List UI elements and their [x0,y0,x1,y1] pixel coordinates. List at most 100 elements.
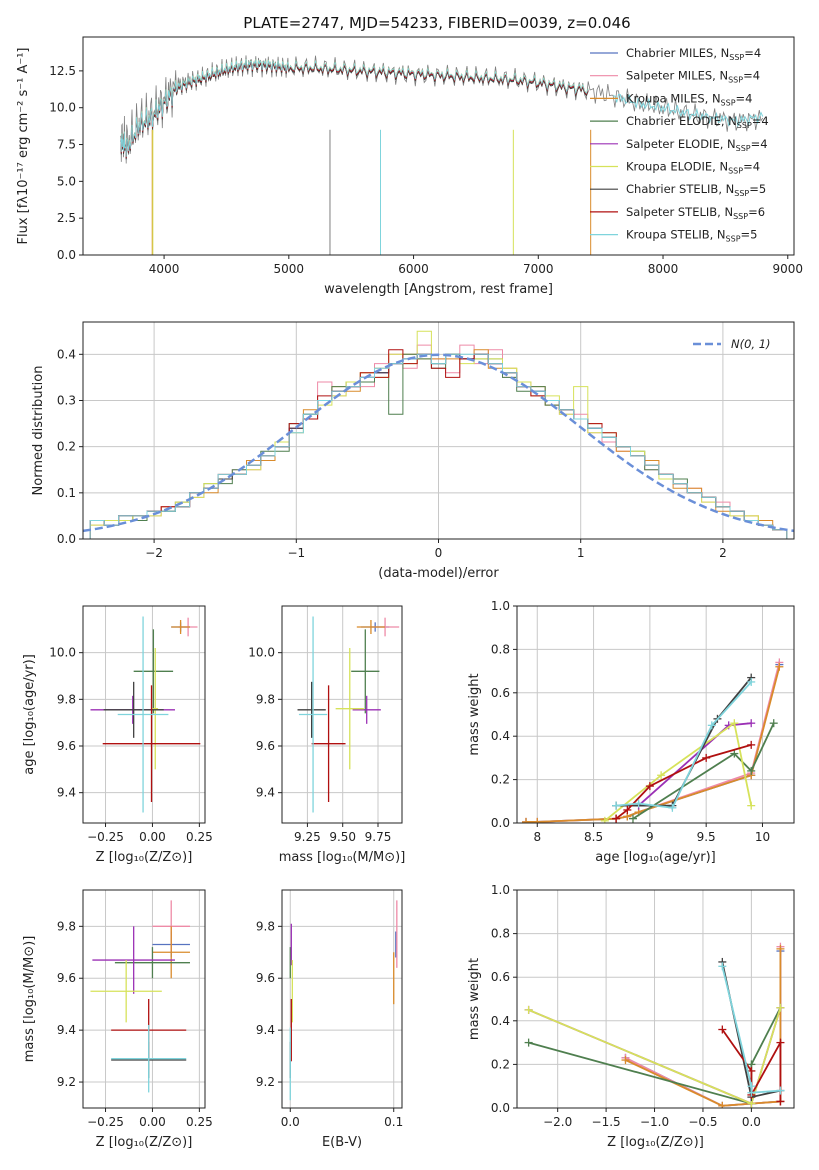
x-tick-label: 4000 [149,262,180,276]
mass-weight-marker [718,1101,727,1108]
mass-weight-marker [612,814,621,823]
mass-weight-marker [776,944,785,953]
spectrum-legend: Chabrier MILES, NSSP=4 Salpeter MILES, NS… [590,46,769,244]
y-axis-label: mass weight [467,958,482,1040]
y-tick-label: 9.8 [57,692,76,706]
errorbar-point [351,629,380,714]
age_vs_mass-plot-area [297,616,400,813]
mass-weight-marker [522,817,531,823]
x-tick-label: 0.00 [139,830,166,844]
y-tick-label: 0.0 [57,248,76,262]
histogram-step-line [89,353,788,539]
mass-weight-marker [524,1038,533,1047]
y-axis-label: Flux [fλ10⁻¹⁷ erg cm⁻² s⁻¹ A⁻¹] [16,48,31,245]
mass-weight-marker [747,1088,756,1097]
errorbar-point [133,629,174,714]
errorbar-point [90,960,162,1023]
y-axis-label: age [log₁₀(age/yr)] [22,654,37,775]
age_vs_mass-panel: 9.25 9.50 9.75 9.4 9.6 9.8 10.0 mass [log₁₀(M/M… [248,605,406,865]
age_vs_Z-plot-area [90,616,201,813]
model-spectrum-line [120,59,589,157]
y-tick-label: 0.4 [491,1014,510,1028]
mass-weight-marker [623,805,632,814]
mass_vs_EBV-frame [281,889,403,1109]
errorbar-point [311,685,346,802]
model-spectrum-line [120,61,589,160]
age_vs_Z-grid [83,606,205,823]
spectrum-panel: 4000 5000 6000 7000 8000 9000 0.0 2.5 5.0 7.5 10.0… [16,36,803,297]
mass-weight-marker [628,814,637,823]
x-tick-label: −0.5 [688,1115,717,1129]
x-tick-label: 0.0 [281,1115,300,1129]
mass-weight-marker [747,740,756,749]
y-tick-label: 7.5 [57,138,76,152]
mass_vs_Z-plot-area [90,900,190,1093]
errorbar-point [171,620,190,634]
legend-entry: Kroupa ELODIE, NSSP=4 [626,160,760,176]
errorbar-point [102,685,201,802]
x-axis-label: Z [log₁₀(Z/Z⊙)] [96,1135,193,1150]
age_vs_mass-frame [281,605,403,824]
x-tick-label: 0.25 [186,830,213,844]
model-spectrum-line [120,60,589,159]
legend-entry: Chabrier MILES, NSSP=4 [626,46,761,62]
mass-weight-marker [524,1005,533,1014]
model-spectrum-line [613,93,764,128]
mass_vs_EBV-grid [282,890,402,1108]
x-axis-label: E(B-V) [322,1135,362,1150]
x-tick-label: 8 [533,830,541,844]
x-tick-label: −2 [145,546,163,560]
mass-weight-line [616,681,752,809]
x-tick-label: 0.0 [742,1115,761,1129]
massweight_vs_age-panel: 8 8.5 9 9.5 10 0.0 0.2 0.4 0.6 0.8 1.0 age [log₁₀(a… [467,599,795,865]
legend-entry: Chabrier STELIB, NSSP=5 [626,182,766,198]
mass-weight-line [604,721,753,822]
mass-weight-marker [612,801,621,810]
y-tick-label: 0.2 [491,773,510,787]
residuals-panel: −2 −1 0 1 2 0.0 0.1 0.2 0.3 0.4 (data-model)/error… [31,321,795,581]
mass_vs_Z-grid [83,890,205,1108]
mass-weight-marker [775,662,784,671]
y-tick-label: 10.0 [49,101,76,115]
x-axis-label: Z [log₁₀(Z/Z⊙)] [96,850,193,865]
y-tick-label: 5.0 [57,174,76,188]
massweight_vs_age-frame [516,605,795,824]
x-tick-label: 0 [435,546,443,560]
spectrum-plot-area [120,55,764,255]
mass_vs_Z-frame [82,889,206,1109]
mass_vs_EBV-plot-area [289,900,398,1101]
massweight_vs_age-plot-area [522,658,784,823]
errorbar-point [356,620,386,634]
y-tick-label: 0.8 [491,927,510,941]
mass-weight-marker [769,719,778,728]
legend-entry: Salpeter MILES, NSSP=4 [626,69,760,85]
mass-weight-marker [621,1056,630,1065]
mass-weight-marker [707,721,716,730]
x-axis-label: mass [log₁₀(M/M⊙)] [279,850,406,865]
y-tick-label: 0.0 [491,1101,510,1115]
errorbar-point [111,1024,187,1093]
legend-entry: Kroupa STELIB, NSSP=5 [626,228,757,244]
y-tick-label: 9.4 [57,1023,76,1037]
mass-weight-marker [533,817,542,823]
mass-weight-line [526,662,781,823]
normal-curve-line [83,353,794,533]
mass-weight-marker [776,1003,785,1012]
model-spectrum-line [120,60,589,159]
mass-weight-marker [747,677,756,686]
x-tick-label: −0.25 [87,830,124,844]
spectrum-title: PLATE=2747, MJD=54233, FIBERID=0039, z=0… [243,14,630,32]
y-tick-label: 9.6 [57,739,76,753]
mass-weight-marker [730,749,739,758]
y-tick-label: 9.8 [256,692,275,706]
errorbar-point [117,616,169,813]
spectrum-frame [82,36,795,256]
x-axis-label: (data-model)/error [378,566,499,581]
y-tick-label: 10.0 [248,646,275,660]
mass-weight-marker [634,799,643,808]
mass-weight-marker [718,1025,727,1034]
y-tick-label: 12.5 [49,64,76,78]
x-tick-label: 7000 [523,262,554,276]
y-tick-label: 9.2 [256,1075,275,1089]
massweight_vs_Z-grid [517,889,794,1109]
